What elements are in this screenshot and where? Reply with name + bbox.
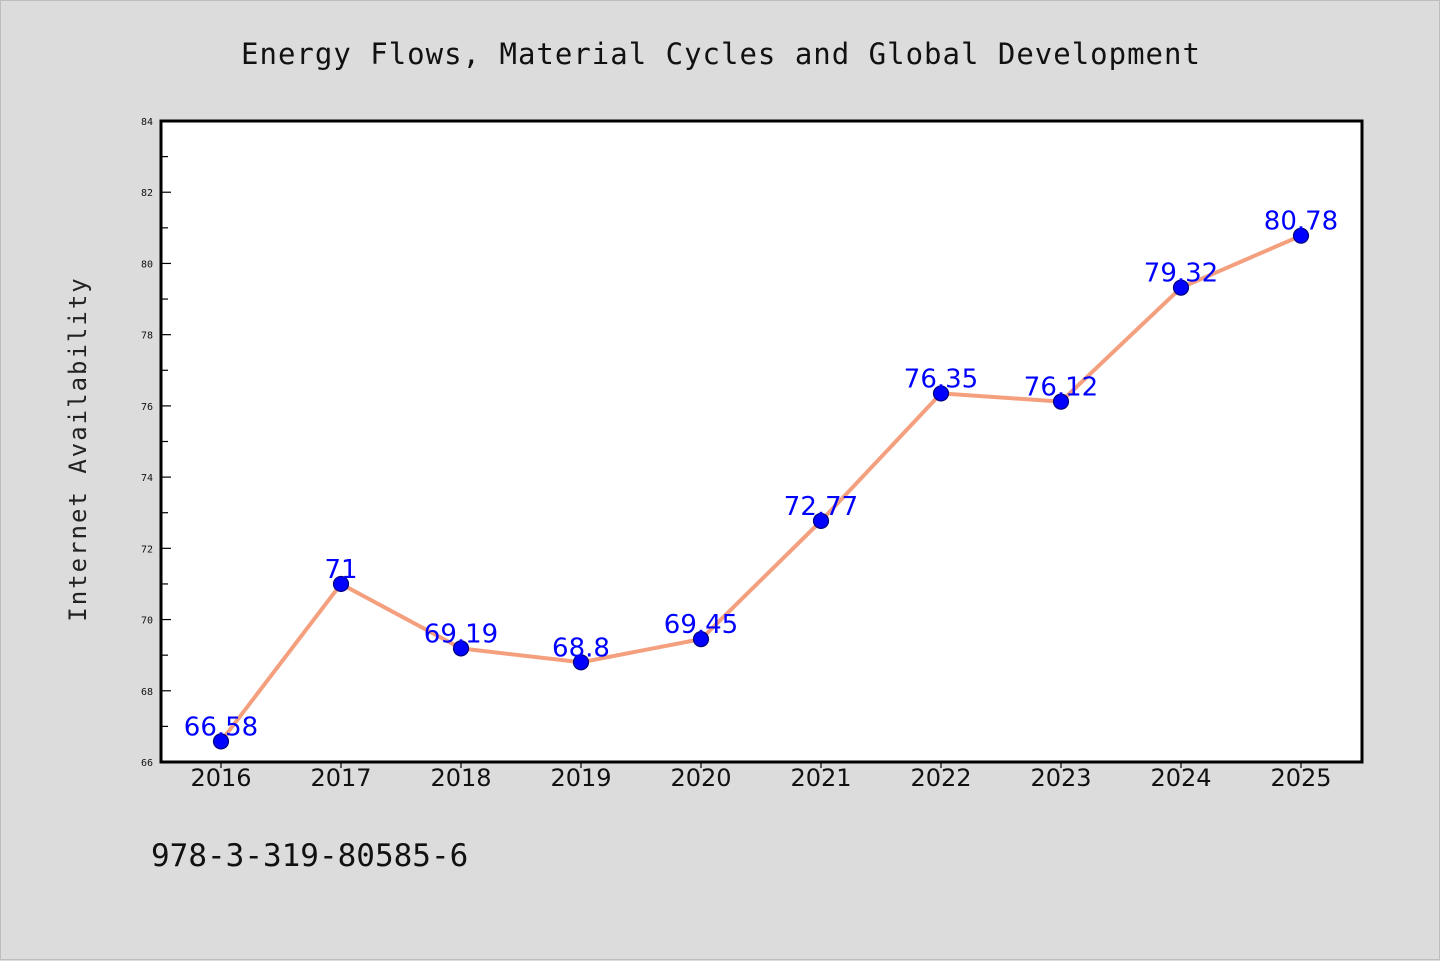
data-point-marker: [1052, 393, 1070, 410]
data-label: 79.32: [1144, 259, 1218, 289]
data-label: 68.8: [552, 633, 610, 663]
y-tick-label: 74: [141, 473, 153, 484]
y-tick-label: 82: [141, 188, 153, 199]
x-tick-label: 2024: [1150, 764, 1211, 792]
y-tick-label: 84: [141, 117, 153, 128]
data-point-marker: [212, 733, 230, 750]
plot-area: [159, 119, 1364, 764]
y-tick-label: 72: [141, 544, 153, 555]
data-point-marker: [1292, 227, 1310, 244]
x-tick-label: 2017: [310, 764, 371, 792]
y-axis-label: Internet Availability: [64, 276, 92, 621]
data-point-marker: [1172, 279, 1190, 296]
data-label: 71: [324, 555, 357, 585]
series-line: [219, 233, 1303, 744]
data-label: 69.19: [424, 619, 498, 649]
x-tick-label: 2016: [190, 764, 251, 792]
chart-title: Energy Flows, Material Cycles and Global…: [241, 37, 1201, 71]
y-tick-label: 68: [141, 687, 153, 698]
axis-ticks: 66 68 70 72 74 76 78 80 82 84 2016 2017 2018 2019 2020…: [141, 117, 1332, 792]
data-point-marker: [812, 512, 830, 530]
y-tick-label: 66: [141, 758, 153, 769]
data-point-marker: [692, 631, 710, 648]
x-tick-label: 2019: [550, 764, 611, 792]
x-tick-label: 2021: [790, 764, 851, 792]
x-tick-label: 2020: [670, 764, 731, 792]
y-tick-label: 80: [141, 259, 153, 270]
isbn-footer: 978-3-319-80585-6: [151, 838, 468, 874]
data-point-marker: [572, 654, 590, 671]
data-labels: 66.58 71 69.19 68.8 69.45 72.77 76.35 76.12 79.3…: [184, 207, 1338, 743]
data-label: 66.58: [184, 712, 258, 742]
x-tick-label: 2025: [1270, 764, 1331, 792]
x-tick-label: 2018: [430, 764, 491, 792]
data-point-marker: [332, 575, 350, 593]
data-label: 76.35: [904, 364, 978, 394]
y-tick-label: 78: [141, 331, 153, 342]
data-label: 80.78: [1264, 207, 1338, 237]
data-label: 72.77: [784, 492, 858, 522]
data-label: 76.12: [1024, 373, 1098, 403]
x-tick-label: 2022: [910, 764, 971, 792]
y-tick-label: 76: [141, 402, 153, 413]
data-point-marker: [452, 640, 470, 657]
x-tick-label: 2023: [1030, 764, 1091, 792]
data-markers: [212, 227, 1310, 750]
y-tick-label: 70: [141, 616, 153, 627]
data-label: 69.45: [664, 610, 738, 640]
data-point-marker: [932, 385, 950, 402]
